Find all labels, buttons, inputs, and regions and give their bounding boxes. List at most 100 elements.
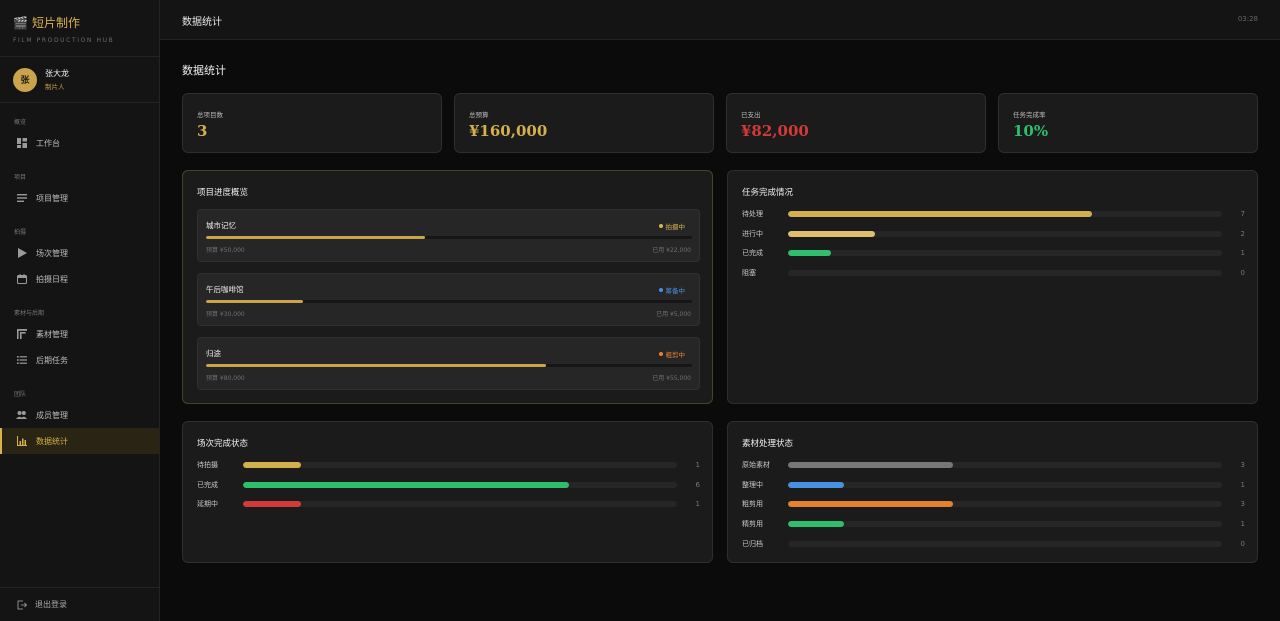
status-dot (658, 352, 663, 356)
scene-status-panel: 场次完成状态 待拍摄 1 已完成 6 延期中 1 (182, 421, 713, 563)
bar-label: 原始素材 (742, 461, 770, 469)
project-spent: 已用 ¥55,000 (652, 375, 691, 382)
dashboard-icon (16, 138, 27, 149)
material-status-panel: 素材处理状态 原始素材 3 整理中 1 粗剪用 3 精剪用 1 已归档 0 (727, 421, 1258, 563)
bar-row: 已完成 6 (197, 480, 700, 490)
project-card[interactable]: 午后咖啡馆 筹备中 预算 ¥30,000 已用 ¥5,000 (197, 273, 700, 326)
bar-count: 1 (1240, 481, 1245, 489)
project-name: 归途 (206, 349, 221, 358)
bar-label: 待拍摄 (197, 461, 218, 469)
project-card[interactable]: 城市记忆 拍摄中 预算 ¥50,000 已用 ¥22,000 (197, 209, 700, 262)
brand: 🎬 短片制作 FILM PRODUCTION HUB (0, 0, 159, 57)
progress-fill (206, 300, 304, 303)
checklist-icon (16, 355, 27, 366)
brand-subtitle: FILM PRODUCTION HUB (13, 37, 115, 44)
progress-track (206, 364, 692, 367)
brand-title: 🎬 短片制作 (13, 14, 146, 31)
stat-card-total-projects: 总项目数 3 (182, 93, 442, 153)
bar-fill (243, 482, 569, 488)
bar-fill (788, 250, 832, 256)
sidebar-nav: 概览 工作台 项目 项目管理 拍摄 场次管理 拍摄日程 素 (0, 103, 159, 454)
status-dot (658, 224, 663, 228)
progress-track (206, 300, 692, 303)
bar-track (788, 270, 1222, 276)
panel-title: 场次完成状态 (197, 439, 249, 449)
bar-track (788, 501, 1222, 507)
bar-label: 粗剪用 (742, 500, 763, 508)
clock-time: 03:28 (1237, 15, 1258, 23)
clapperboard-icon: 🎬 (13, 15, 28, 30)
status-badge: 粗剪中 (658, 349, 685, 359)
sidebar-item-label: 成员管理 (36, 410, 68, 420)
bar-count: 1 (1240, 249, 1245, 257)
sidebar-item-projects[interactable]: 项目管理 (0, 185, 159, 211)
bar-label: 进行中 (742, 230, 763, 238)
stat-card-task-rate: 任务完成率 10% (998, 93, 1258, 153)
bar-track (788, 231, 1222, 237)
bar-label: 已完成 (197, 481, 218, 489)
sidebar-item-label: 拍摄日程 (36, 274, 68, 284)
bar-count: 1 (695, 461, 700, 469)
bar-row: 已完成 1 (742, 248, 1245, 258)
project-budget: 预算 ¥50,000 (206, 247, 245, 254)
panel-title: 任务完成情况 (742, 188, 794, 198)
progress-track (206, 236, 692, 239)
bar-row: 阻塞 0 (742, 268, 1245, 278)
stat-label: 已支出 (741, 111, 761, 119)
bar-track (788, 482, 1222, 488)
bar-count: 1 (695, 500, 700, 508)
sidebar-item-post-tasks[interactable]: 后期任务 (0, 347, 159, 373)
user-role: 制片人 (45, 83, 65, 91)
task-completion-panel: 任务完成情况 待处理 7 进行中 2 已完成 1 阻塞 0 (727, 170, 1258, 404)
stat-label: 任务完成率 (1013, 111, 1046, 119)
bar-row: 原始素材 3 (742, 460, 1245, 470)
panel-title: 素材处理状态 (742, 439, 794, 449)
sidebar-item-materials[interactable]: 素材管理 (0, 321, 159, 347)
user-name: 张大龙 (45, 69, 69, 78)
sidebar-item-label: 数据统计 (36, 436, 68, 446)
bar-fill (243, 462, 301, 468)
project-budget: 预算 ¥80,000 (206, 375, 245, 382)
bar-count: 0 (1240, 540, 1245, 548)
project-name: 城市记忆 (206, 221, 236, 230)
sidebar-item-label: 场次管理 (36, 248, 68, 258)
sidebar: 🎬 短片制作 FILM PRODUCTION HUB 张 张大龙 制片人 概览 … (0, 0, 160, 621)
stat-value: 10% (1013, 122, 1049, 140)
bar-count: 2 (1240, 230, 1245, 238)
bar-row: 已归档 0 (742, 539, 1245, 549)
nav-group-material: 素材与后期 (14, 310, 45, 317)
progress-fill (206, 236, 425, 239)
bar-track (788, 541, 1222, 547)
project-spent: 已用 ¥5,000 (656, 311, 691, 318)
bar-track (243, 501, 677, 507)
stat-label: 总项目数 (197, 111, 223, 119)
calendar-icon (16, 274, 27, 285)
main-content: 数据统计 总项目数 3 总预算 ¥160,000 已支出 ¥82,000 任务完… (160, 40, 1280, 621)
bar-label: 整理中 (742, 481, 763, 489)
sidebar-item-label: 项目管理 (36, 193, 68, 203)
sidebar-item-workbench[interactable]: 工作台 (0, 130, 159, 156)
nav-group-team: 团队 (14, 391, 27, 398)
bar-label: 延期中 (197, 500, 218, 508)
bar-track (788, 250, 1222, 256)
bar-track (243, 482, 677, 488)
sidebar-item-schedule[interactable]: 拍摄日程 (0, 266, 159, 292)
logout-icon (16, 599, 27, 610)
logout-button[interactable]: 退出登录 (0, 587, 160, 621)
project-card[interactable]: 归途 粗剪中 预算 ¥80,000 已用 ¥55,000 (197, 337, 700, 390)
bar-fill (788, 482, 845, 488)
project-budget: 预算 ¥30,000 (206, 311, 245, 318)
sidebar-item-statistics[interactable]: 数据统计 (0, 428, 159, 454)
sidebar-item-members[interactable]: 成员管理 (0, 402, 159, 428)
sidebar-item-label: 后期任务 (36, 355, 68, 365)
nav-group-overview: 概览 (14, 119, 27, 126)
panel-title: 项目进度概览 (197, 188, 249, 198)
sidebar-item-scenes[interactable]: 场次管理 (0, 240, 159, 266)
stat-card-spent: 已支出 ¥82,000 (726, 93, 986, 153)
bar-row: 待处理 7 (742, 209, 1245, 219)
film-icon (16, 329, 27, 340)
user-profile: 张 张大龙 制片人 (0, 57, 159, 103)
stat-label: 总预算 (469, 111, 489, 119)
progress-fill (206, 364, 547, 367)
project-spent: 已用 ¥22,000 (652, 247, 691, 254)
